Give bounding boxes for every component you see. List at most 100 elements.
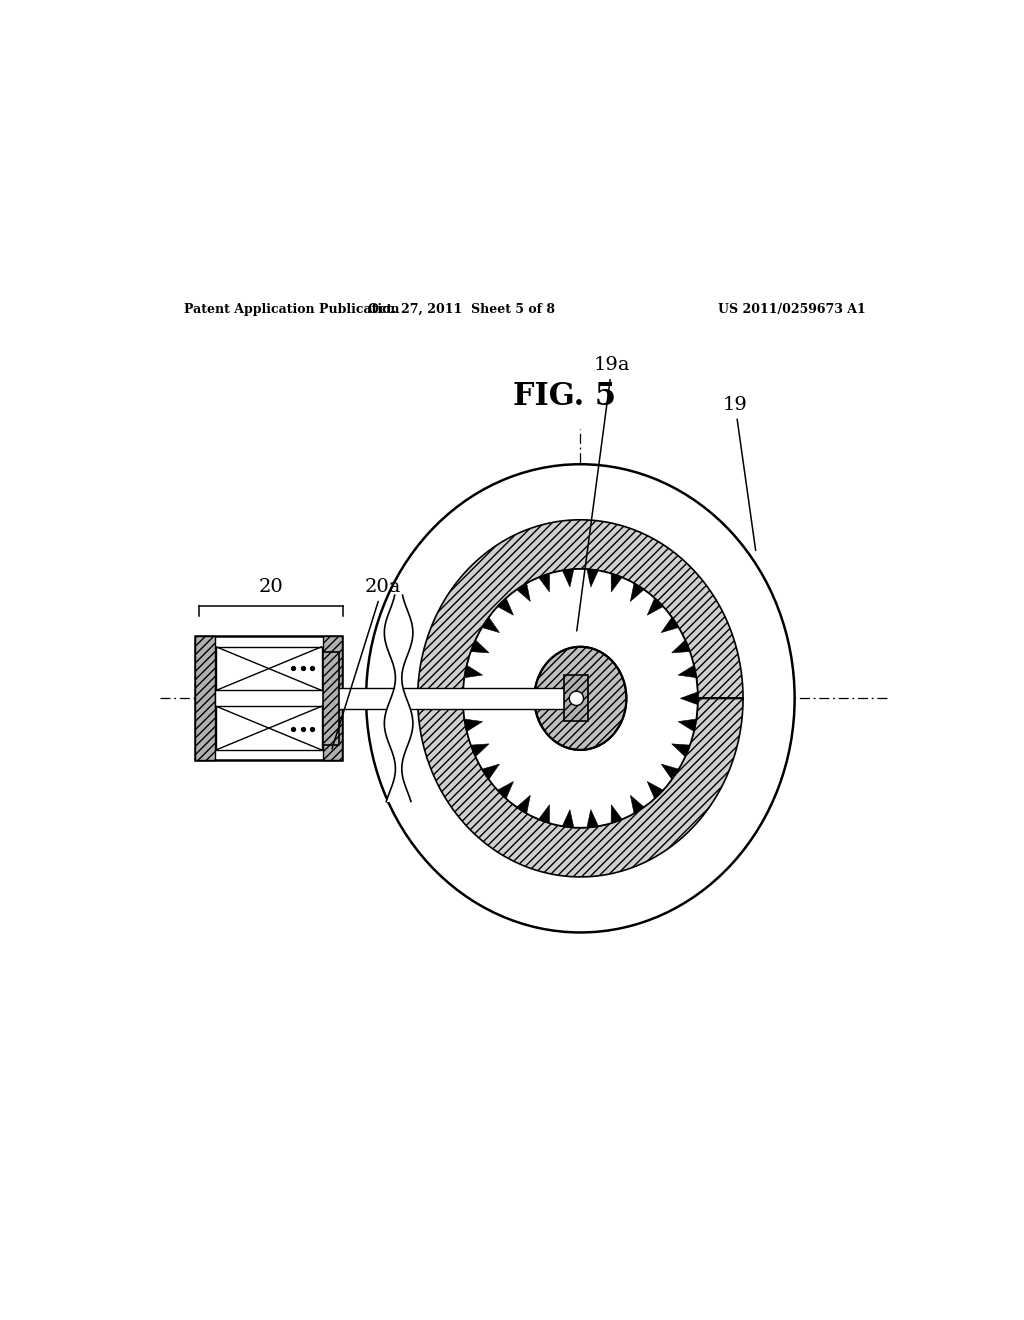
- Bar: [390, 742, 408, 746]
- Bar: [196, 636, 342, 760]
- Polygon shape: [662, 764, 679, 779]
- Bar: [391, 697, 408, 700]
- Bar: [387, 616, 411, 619]
- Bar: [386, 638, 412, 640]
- Bar: [388, 704, 410, 708]
- Bar: [389, 700, 409, 704]
- Bar: [388, 612, 410, 616]
- Polygon shape: [611, 573, 622, 591]
- Bar: [396, 676, 401, 678]
- Bar: [564, 676, 588, 721]
- Bar: [393, 599, 404, 602]
- Bar: [385, 627, 413, 630]
- Polygon shape: [498, 598, 513, 615]
- Bar: [392, 693, 406, 697]
- Polygon shape: [498, 781, 513, 799]
- Polygon shape: [517, 795, 530, 813]
- Bar: [394, 777, 403, 780]
- Polygon shape: [587, 809, 598, 828]
- Ellipse shape: [569, 692, 584, 705]
- Bar: [395, 774, 402, 777]
- Bar: [389, 791, 409, 795]
- Polygon shape: [631, 583, 644, 602]
- Bar: [394, 595, 403, 599]
- Bar: [390, 609, 409, 612]
- Bar: [385, 634, 413, 638]
- Ellipse shape: [463, 569, 697, 828]
- Bar: [385, 630, 413, 634]
- Polygon shape: [672, 640, 690, 653]
- Bar: [385, 721, 413, 725]
- Bar: [393, 659, 406, 661]
- Bar: [395, 669, 402, 672]
- Bar: [388, 735, 411, 739]
- Polygon shape: [678, 665, 696, 677]
- Polygon shape: [631, 795, 644, 813]
- Bar: [392, 746, 407, 748]
- Bar: [386, 714, 413, 718]
- Bar: [396, 672, 401, 676]
- Bar: [390, 651, 408, 655]
- Polygon shape: [678, 719, 696, 731]
- Bar: [389, 739, 409, 742]
- Bar: [394, 752, 403, 756]
- Bar: [396, 767, 401, 770]
- Polygon shape: [562, 569, 573, 587]
- Bar: [392, 602, 406, 606]
- Bar: [324, 652, 339, 746]
- Polygon shape: [539, 573, 550, 591]
- Bar: [216, 706, 322, 750]
- Polygon shape: [482, 618, 500, 632]
- Bar: [387, 799, 411, 801]
- Polygon shape: [647, 781, 664, 799]
- Bar: [388, 795, 410, 799]
- Polygon shape: [562, 809, 573, 828]
- Bar: [392, 655, 407, 659]
- Ellipse shape: [535, 647, 627, 750]
- Polygon shape: [587, 569, 598, 587]
- Polygon shape: [465, 719, 482, 731]
- Bar: [394, 686, 403, 689]
- Ellipse shape: [366, 465, 795, 932]
- Text: US 2011/0259673 A1: US 2011/0259673 A1: [718, 304, 866, 315]
- Bar: [396, 763, 401, 767]
- Bar: [392, 784, 406, 788]
- Bar: [216, 647, 322, 690]
- Polygon shape: [463, 692, 480, 705]
- Bar: [385, 718, 413, 721]
- Polygon shape: [672, 744, 690, 756]
- Bar: [324, 636, 342, 760]
- Bar: [396, 759, 402, 763]
- Bar: [386, 729, 412, 731]
- Polygon shape: [465, 665, 482, 677]
- Bar: [394, 661, 403, 665]
- Text: Oct. 27, 2011  Sheet 5 of 8: Oct. 27, 2011 Sheet 5 of 8: [368, 304, 555, 315]
- Bar: [395, 756, 402, 759]
- Text: FIG. 5: FIG. 5: [513, 381, 616, 412]
- Bar: [396, 770, 402, 774]
- Bar: [388, 644, 411, 648]
- Text: 20a: 20a: [332, 578, 401, 748]
- Bar: [393, 689, 404, 693]
- Bar: [387, 708, 411, 710]
- Bar: [391, 606, 407, 609]
- Bar: [386, 710, 412, 714]
- Bar: [387, 640, 412, 644]
- Bar: [385, 725, 413, 729]
- Polygon shape: [662, 618, 679, 632]
- Polygon shape: [539, 805, 550, 824]
- Ellipse shape: [418, 520, 743, 876]
- Bar: [393, 780, 404, 784]
- Bar: [396, 678, 402, 682]
- Bar: [391, 788, 408, 791]
- Text: 19a: 19a: [577, 356, 631, 631]
- Bar: [386, 619, 412, 623]
- Polygon shape: [611, 805, 622, 824]
- Polygon shape: [471, 744, 489, 756]
- Text: Patent Application Publication: Patent Application Publication: [183, 304, 399, 315]
- Polygon shape: [471, 640, 489, 653]
- Bar: [389, 648, 409, 651]
- Bar: [393, 748, 404, 752]
- Text: 19: 19: [723, 396, 756, 550]
- Polygon shape: [647, 598, 664, 615]
